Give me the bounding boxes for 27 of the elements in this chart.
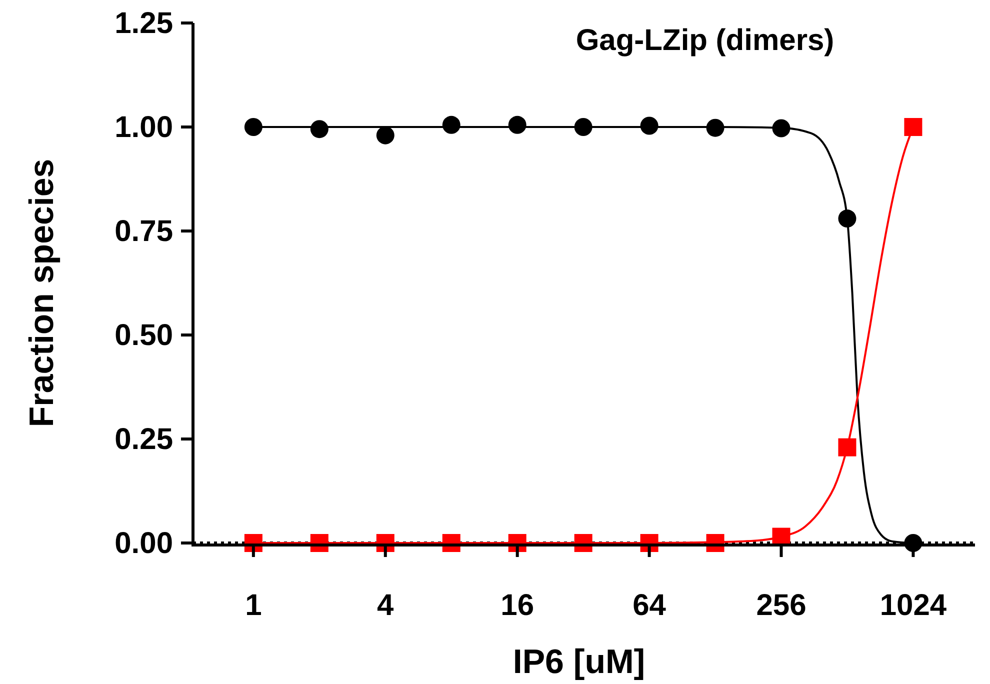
y-tick-label: 0.75 <box>114 215 173 248</box>
point <box>442 116 460 134</box>
chart-title: Gag-LZip (dimers) <box>576 24 834 57</box>
x-tick-label: 16 <box>500 589 534 622</box>
point <box>574 118 592 136</box>
point <box>640 116 658 135</box>
point <box>838 210 856 228</box>
y-axis-title: Fraction species <box>23 158 61 428</box>
point <box>772 119 790 138</box>
x-axis-title: IP6 [uM] <box>512 643 646 681</box>
point <box>376 126 394 144</box>
point <box>904 118 922 136</box>
point <box>838 438 856 456</box>
y-tick-label: 0.25 <box>114 423 173 456</box>
y-tick-label: 1.25 <box>114 7 173 40</box>
y-tick-label: 1.00 <box>114 111 173 144</box>
point <box>508 116 526 134</box>
x-tick-label: 1024 <box>880 589 947 622</box>
y-tick-label: 0.50 <box>114 319 173 352</box>
x-tick-label: 4 <box>377 589 394 622</box>
y-tick-label: 0.00 <box>114 527 173 560</box>
point <box>706 118 724 137</box>
x-tick-label: 64 <box>632 589 666 622</box>
point <box>244 118 262 136</box>
x-tick-label: 1 <box>245 589 262 622</box>
x-tick-label: 256 <box>756 589 806 622</box>
point <box>310 120 328 138</box>
